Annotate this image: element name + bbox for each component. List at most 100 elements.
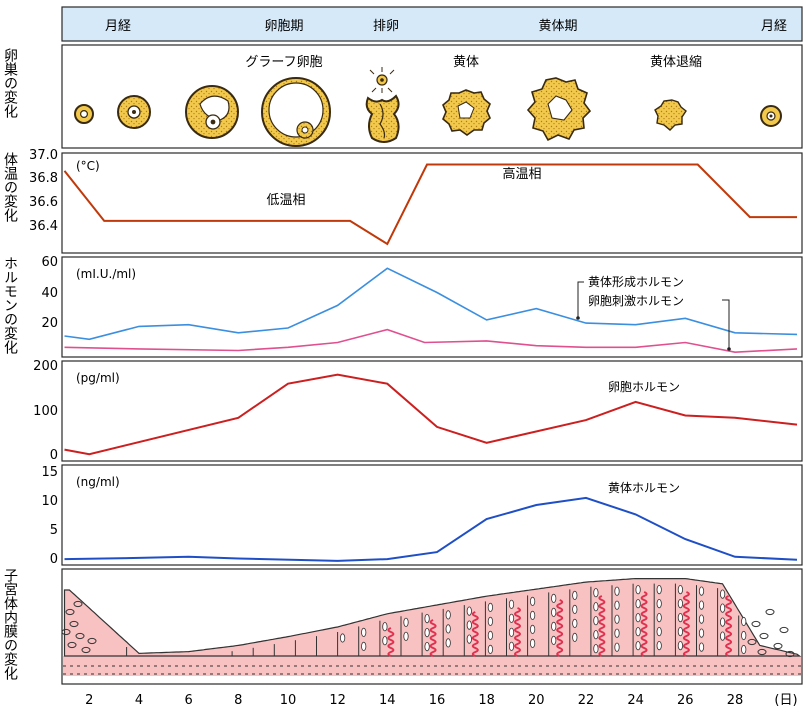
temperature-ytick-1: 36.8 [29,171,58,186]
temperature-ytick-3: 36.4 [29,219,58,234]
gland-lumen [635,613,641,623]
shed-tissue-fragment [765,608,775,616]
shed-tissue-fragment [785,650,795,658]
row-label-ovary: 卵巣の変化 [2,48,18,119]
gland-lumen [508,641,515,651]
gland-lumen [529,610,536,621]
fsh-legend-label: 卵胞刺激ホルモン [588,294,684,308]
ovary-panel-frame [61,44,803,149]
gland-lumen [403,631,409,641]
gland-lumen [677,640,684,651]
gland-lumen [445,624,451,634]
estrogen-ytick-1: 100 [33,404,58,419]
x-tick-label: 6 [184,693,192,708]
spiral-artery [598,595,606,657]
temperature-ytick-0: 37.0 [29,148,58,163]
gland-lumen [445,638,451,648]
row-label-temperature: 体温の変化 [2,152,18,223]
gland-lumen [593,588,599,598]
ovary-label-corpus-luteum: 黄体 [453,55,479,70]
spiral-artery [556,599,564,657]
gland-lumen [635,599,641,609]
gland-lumen [572,590,578,601]
gland-lumen [741,644,747,655]
phase-bar-background [61,6,803,42]
basal-layer [63,656,801,676]
shed-tissue-fragment [747,638,757,646]
gland-lumen [551,607,557,618]
gland-lumen [529,596,536,607]
progesterone-panel-frame [61,464,803,566]
x-tick-label: 14 [379,693,396,708]
temperature-panel-frame [61,152,803,254]
gland-lumen [572,618,578,629]
estrogen-ytick-0: 200 [33,359,58,374]
high-temperature-phase-label: 高温相 [502,166,541,182]
gland-lumen [698,628,705,638]
gland-lumen [572,632,578,643]
lh-leader-dot [576,316,580,320]
row-label-hormones: ホルモンの変化 [2,256,18,355]
ovary-label-graafian: グラーフ卵胞 [245,55,322,70]
gland-lumen [508,627,515,637]
gland-lumen [614,586,620,596]
shed-tissue-fragment [757,648,767,656]
estrogen-series-label: 卵胞ホルモン [608,380,680,394]
gland-lumen [677,584,684,595]
ovary-label-regression: 黄体退縮 [650,54,702,70]
shed-tissue-fragment [751,620,761,628]
gland-lumen [593,602,599,612]
temperature-line [63,163,797,246]
spiral-artery [725,595,733,657]
fsh-leader-dot [727,347,731,351]
shed-tissue-fragment [773,642,783,650]
shed-tissue-fragment [67,641,77,649]
shed-tissue-fragment [61,628,71,636]
x-tick-label: 18 [478,693,495,708]
gland-lumen [508,613,515,623]
shed-tissue-fragment [69,620,79,628]
gonadotropin-ytick-0: 60 [41,255,58,270]
gland-lumen [382,622,388,632]
x-tick-label: 24 [627,693,644,708]
gland-lumen [656,598,662,609]
gland-lumen [551,635,557,646]
primordial-follicle-icon [74,104,94,124]
gland-lumen [656,612,662,623]
gland-lumen [656,584,662,595]
progesterone-ytick-0: 15 [41,465,58,480]
corpus-luteum-regression-icon [654,99,687,131]
secondary-follicle-icon [185,85,239,139]
estrogen-panel-frame [61,360,803,462]
gland-lumen [656,640,662,651]
progesterone-ytick-1: 10 [41,494,58,509]
progesterone-series-label: 黄体ホルモン [608,481,680,495]
gland-lumen [614,614,620,624]
progesterone-panel: (ng/ml) 15 10 5 0 黄体ホルモン [41,464,803,567]
progesterone-unit-label: (ng/ml) [76,475,120,489]
fsh-leader-line [722,299,730,349]
gland-lumen [614,642,620,652]
progesterone-ytick-3: 0 [50,552,58,567]
row-label-uterus: 子宮体内膜の変化 [2,568,18,681]
gland-lumen [698,586,705,596]
gland-lumen [741,630,747,641]
gland-lumen [487,602,493,613]
x-tick-label: 28 [727,693,744,708]
estrogen-unit-label: (pg/ml) [76,371,120,385]
fsh-line [64,328,798,354]
gland-lumen [424,627,430,638]
x-tick-label: 4 [135,693,143,708]
gland-lumen [719,589,726,599]
gland-lumen [403,617,409,627]
x-tick-label: 8 [234,693,242,708]
gland-lumen [593,630,599,640]
estrogen-ytick-2: 0 [50,448,58,463]
gland-lumen [698,642,705,652]
phase-follicular: 卵胞期 [264,19,303,34]
spiral-artery [471,611,479,657]
lh-legend-label: 黄体形成ホルモン [588,275,684,289]
gland-lumen [593,616,599,626]
gland-lumen [361,627,367,638]
gland-lumen [339,633,346,643]
